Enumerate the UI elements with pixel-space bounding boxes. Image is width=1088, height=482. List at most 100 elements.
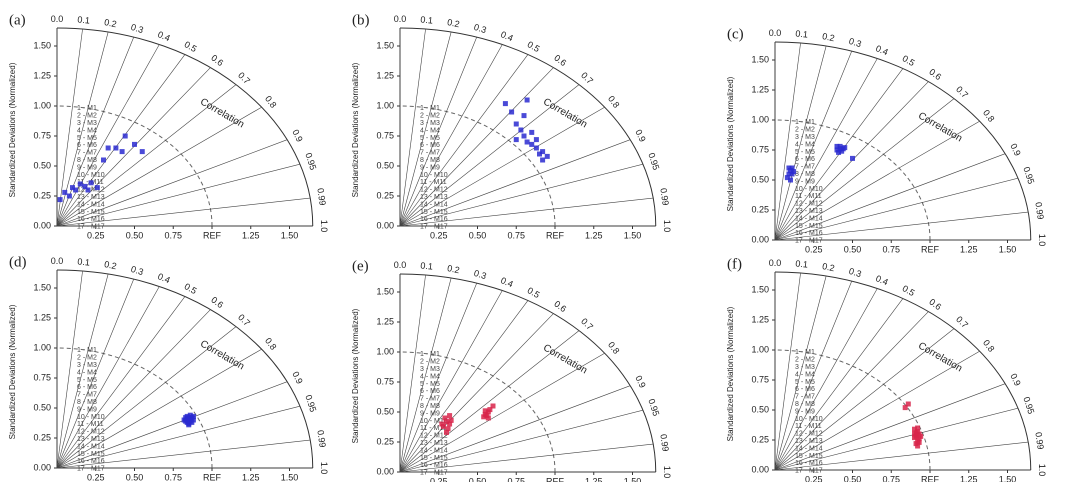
corr-tick-label: 0.6 [209, 295, 225, 311]
taylor-panel: (b) Standardized Deviations (Normalized) 0… [351, 12, 672, 240]
model-point [513, 137, 519, 143]
x-tick-label: 0.50 [126, 472, 144, 482]
model-point [788, 177, 793, 183]
corr-tick-label: 0.1 [77, 14, 90, 25]
model-point [518, 127, 524, 133]
y-tick-label: 1.25 [376, 316, 394, 326]
corr-tick-label: 0.7 [236, 312, 252, 328]
taylor-panel: (d) Standardized Deviations (Normalized) 0… [8, 254, 329, 482]
legend-entry: 1 - M1 [77, 105, 97, 112]
corr-tick-label: 0.1 [420, 14, 433, 25]
ref-arc [399, 105, 556, 227]
corr-tick-label: 0.5 [526, 39, 542, 54]
corr-tick-label: 0.6 [209, 53, 225, 69]
y-tick-label: 0.75 [376, 376, 394, 386]
corr-tick-label: 0.7 [954, 314, 970, 330]
legend-entry: 8 - M8 [420, 157, 440, 164]
x-tick-label: 0.75 [164, 472, 182, 482]
legend-entry: 10 - M10 [420, 418, 448, 425]
corr-line [399, 44, 503, 227]
corr-tick-label: 0.6 [927, 297, 943, 313]
legend-entry: 10 - M10 [77, 414, 105, 421]
corr-line [774, 272, 801, 471]
model-point [524, 139, 530, 145]
legend-entry: 5 - M5 [420, 381, 440, 388]
model-point [487, 407, 493, 413]
outer-arc [774, 271, 1032, 471]
corr-tick-label: 0.8 [263, 94, 279, 110]
y-tick-label: 0.25 [751, 434, 769, 444]
corr-tick-label: 0.8 [981, 108, 997, 124]
corr-line [774, 281, 853, 471]
y-tick-label: 1.00 [751, 344, 769, 354]
corr-tick-label: 0.0 [769, 28, 782, 38]
corr-tick-label: 0.2 [103, 17, 117, 29]
corr-tick-label: 0.2 [821, 31, 835, 43]
x-tick-label: 1.50 [624, 230, 642, 240]
model-point [529, 129, 535, 135]
model-point [834, 143, 840, 149]
corr-axis-label: Correlation [541, 342, 589, 376]
corr-line [399, 37, 478, 227]
y-tick-label: 1.00 [33, 342, 51, 352]
legend-entry: 12 - M12 [420, 187, 448, 194]
legend-entry: 12 - M12 [420, 433, 448, 440]
legend-entry: 9 - M9 [420, 410, 440, 417]
y-axis-label: Standardized Deviations (Normalized) [726, 306, 735, 441]
corr-tick-label: 0.7 [579, 316, 595, 332]
model-point [502, 101, 508, 107]
corr-line [56, 273, 109, 469]
legend-entry: 4 - M4 [420, 373, 440, 380]
corr-tick-label: 0.1 [795, 258, 808, 269]
model-point [540, 149, 546, 155]
model-point [490, 403, 496, 409]
model-point [447, 421, 453, 427]
corr-line [56, 286, 160, 469]
x-tick-label: 0.25 [805, 244, 823, 254]
corr-tick-label: 0.0 [51, 14, 64, 24]
legend-entry: 5 - M5 [77, 135, 97, 142]
legend-entry: 5 - M5 [795, 379, 815, 386]
model-point [88, 180, 94, 186]
corr-tick-label: 0.0 [394, 260, 407, 270]
legend-entry: 14 - M14 [77, 201, 105, 208]
x-tick-label: 0.25 [805, 474, 823, 482]
model-point [513, 121, 519, 127]
legend-entry: 15 - M15 [795, 223, 823, 230]
model-point [915, 425, 921, 431]
model-point [122, 133, 128, 139]
corr-tick-label: 1.0 [1037, 234, 1047, 247]
corr-tick-label: 0.7 [954, 84, 970, 100]
x-tick-label: 0.75 [164, 230, 182, 240]
corr-tick-label: 0.9 [1008, 372, 1022, 388]
legend-entry: 13 - M13 [77, 436, 105, 443]
y-tick-label: 0.25 [376, 190, 394, 200]
y-tick-label: 1.50 [751, 54, 769, 64]
legend-entry: 6 - M6 [420, 142, 440, 149]
legend-entry: 9 - M9 [77, 164, 97, 171]
x-tick-label: 0.25 [430, 476, 448, 482]
corr-tick-label: 1.0 [662, 466, 672, 479]
outer-arc [56, 269, 314, 469]
legend-entry: 13 - M13 [795, 208, 823, 215]
y-tick-label: 0.50 [376, 406, 394, 416]
legend-entry: 6 - M6 [77, 142, 97, 149]
legend-entry: 16 - M16 [795, 230, 823, 237]
legend-entry: 1 - M1 [795, 119, 815, 126]
y-tick-label: 0.25 [376, 436, 394, 446]
corr-line [399, 54, 529, 227]
x-tick-label: REF [921, 474, 940, 482]
x-tick-label: 1.50 [281, 230, 299, 240]
x-tick-label: 1.25 [585, 476, 603, 482]
corr-tick-label: 0.5 [183, 39, 199, 54]
corr-tick-label: 0.8 [981, 338, 997, 354]
corr-tick-label: 0.0 [394, 14, 407, 24]
legend-entry: 11 - M11 [420, 179, 447, 186]
model-point [784, 175, 790, 181]
legend-entry: 2 - M2 [795, 127, 815, 134]
legend-entry: 5 - M5 [420, 135, 440, 142]
corr-line [399, 31, 452, 227]
x-tick-label: 0.25 [87, 230, 105, 240]
model-point [850, 155, 855, 161]
model-point [521, 113, 527, 119]
